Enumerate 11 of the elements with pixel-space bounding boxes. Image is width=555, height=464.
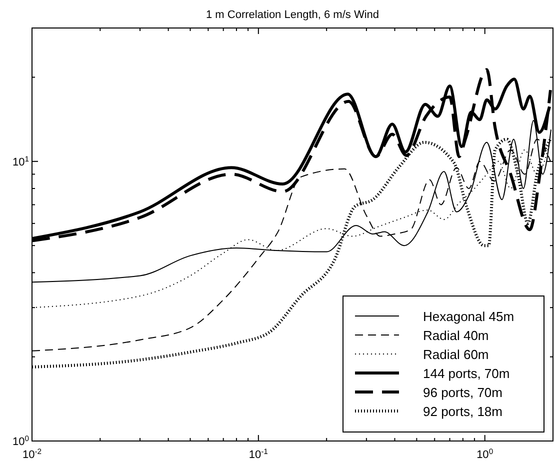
legend-label: 92 ports, 18m [423,404,502,419]
x-tick-label: 10$^{-2}$ [22,446,42,461]
y-tick-label: 10$^{1}$ [12,154,29,168]
x-tick-label: 10$^{-1}$ [248,446,268,461]
chart-title: 1 m Correlation Length, 6 m/s Wind [206,9,380,21]
legend-label: Hexagonal 45m [423,309,514,324]
x-tick-label: 10$^{0}$ [476,446,494,461]
legend-label: 96 ports, 70m [423,385,502,400]
legend-label: Radial 40m [423,328,489,343]
legend-label: Radial 60m [423,347,489,362]
legend-label: 144 ports, 70m [423,366,510,381]
